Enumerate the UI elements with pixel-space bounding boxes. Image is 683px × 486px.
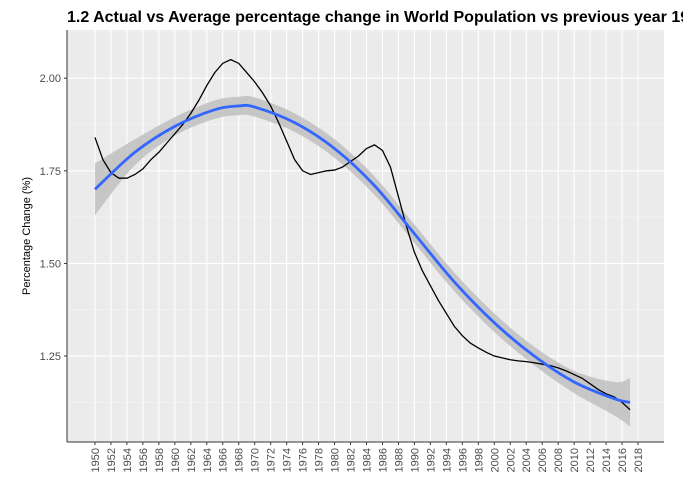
x-tick-label: 1972 — [266, 448, 278, 472]
y-axis-label: Percentage Change (%) — [21, 177, 33, 295]
x-tick-label: 1960 — [170, 448, 182, 472]
x-tick-label: 2018 — [633, 448, 645, 472]
x-tick-label: 1968 — [234, 448, 246, 472]
x-tick-label: 1984 — [361, 448, 373, 472]
y-tick-label: 2.00 — [40, 73, 61, 85]
x-tick-label: 2016 — [617, 448, 629, 472]
smooth-line — [94, 103, 631, 404]
y-tick-label: 1.75 — [40, 166, 61, 178]
confidence-band — [94, 95, 631, 427]
chart-title: 1.2 Actual vs Average percentage change … — [67, 9, 683, 26]
x-tick-label: 1994 — [441, 448, 453, 472]
x-tick-label: 1966 — [218, 448, 230, 472]
x-tick-label: 1988 — [393, 448, 405, 472]
x-tick-label: 2004 — [521, 448, 533, 472]
x-tick-label: 1958 — [154, 448, 166, 472]
x-tick-label: 2000 — [489, 448, 501, 472]
x-tick-label: 1956 — [138, 448, 150, 472]
x-tick-label: 1970 — [250, 448, 262, 472]
x-tick-label: 1954 — [122, 448, 134, 472]
x-tick-label: 1962 — [186, 448, 198, 472]
x-tick-label: 2008 — [553, 448, 565, 472]
x-tick-label: 2010 — [569, 448, 581, 472]
x-tick-label: 2012 — [585, 448, 597, 472]
x-tick-label: 2014 — [601, 448, 613, 472]
x-tick-label: 2006 — [537, 448, 549, 472]
x-tick-label: 1964 — [202, 448, 214, 472]
x-tick-label: 1992 — [425, 448, 437, 472]
x-tick-label: 2002 — [505, 448, 517, 472]
x-tick-label: 1980 — [330, 448, 342, 472]
x-tick-label: 1990 — [409, 448, 421, 472]
x-tick-label: 1982 — [346, 448, 358, 472]
y-tick-label: 1.50 — [40, 258, 61, 270]
x-tick-label: 1974 — [282, 448, 294, 472]
x-tick-label: 1978 — [314, 448, 326, 472]
x-tick-label: 1996 — [457, 448, 469, 472]
x-tick-label: 1998 — [473, 448, 485, 472]
y-tick-label: 1.25 — [40, 351, 61, 363]
x-tick-label: 1952 — [106, 448, 118, 472]
x-tick-label: 1976 — [298, 448, 310, 472]
x-tick-label: 1986 — [377, 448, 389, 472]
x-tick-label: 1950 — [90, 448, 102, 472]
